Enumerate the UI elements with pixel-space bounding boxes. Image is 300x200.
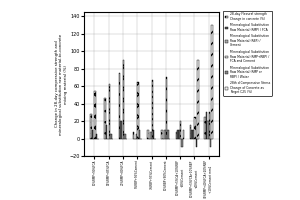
Bar — [123, 60, 124, 139]
Bar — [109, 84, 110, 139]
Bar — [152, 80, 153, 139]
Bar — [124, 134, 126, 139]
Bar — [178, 130, 180, 139]
Bar — [150, 132, 152, 139]
Bar — [208, 112, 210, 139]
Bar — [167, 130, 169, 139]
Bar — [104, 98, 106, 139]
Bar — [194, 117, 196, 139]
Bar — [110, 134, 112, 139]
Bar — [183, 130, 184, 139]
Bar — [191, 130, 193, 139]
Bar — [139, 130, 140, 139]
Bar — [90, 114, 92, 139]
Bar — [197, 60, 199, 139]
Bar — [210, 139, 212, 147]
Bar — [176, 132, 177, 139]
Bar — [153, 130, 154, 139]
Bar — [133, 132, 134, 139]
Bar — [137, 82, 139, 139]
Bar — [182, 139, 183, 147]
Bar — [96, 134, 97, 139]
Bar — [120, 121, 122, 139]
Y-axis label: Change in 28-day compressive strength and
mineralogical substitution raw materia: Change in 28-day compressive strength an… — [55, 33, 68, 135]
Bar — [136, 134, 137, 139]
Bar — [206, 112, 207, 139]
Bar — [196, 139, 197, 147]
Bar — [190, 125, 191, 139]
Bar — [147, 130, 148, 139]
Bar — [119, 73, 120, 139]
Bar — [204, 117, 206, 139]
Bar — [166, 77, 167, 139]
Bar — [180, 121, 182, 139]
Bar — [212, 25, 213, 139]
Bar — [177, 130, 178, 139]
Bar — [161, 130, 163, 139]
Bar — [92, 130, 93, 139]
Bar — [106, 125, 107, 139]
Bar — [164, 130, 166, 139]
Bar — [193, 130, 194, 139]
Bar — [207, 121, 208, 139]
Bar — [94, 91, 96, 139]
Legend: 28-day Flexural strength
Change in concrete (%), Mineralogical Substitution
Raw : 28-day Flexural strength Change in concr… — [223, 11, 272, 96]
